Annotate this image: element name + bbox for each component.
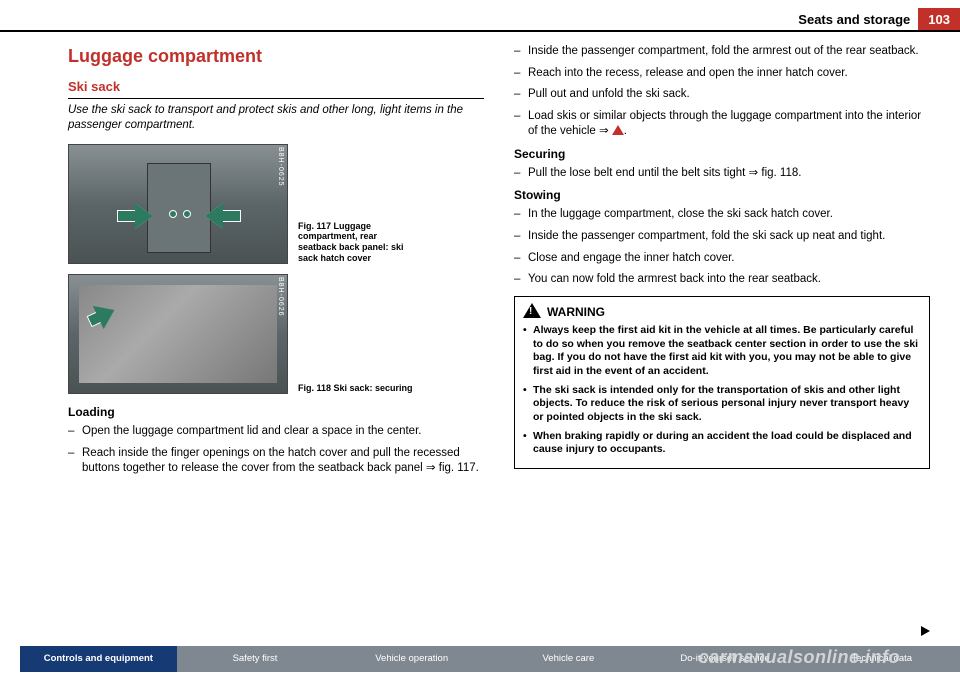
footer-tab-operation[interactable]: Vehicle operation [333, 646, 490, 672]
warning-triangle-icon [523, 303, 541, 318]
footer-tab-safety[interactable]: Safety first [177, 646, 334, 672]
list-item: Pull the lose belt end until the belt si… [514, 166, 930, 182]
securing-list: Pull the lose belt end until the belt si… [514, 166, 930, 182]
figure-117-caption: Fig. 117 Luggage compartment, rear seatb… [298, 221, 418, 264]
list-item: In the luggage compartment, close the sk… [514, 207, 930, 223]
header-rule [0, 30, 960, 32]
list-item-text: Load skis or similar objects through the… [528, 110, 921, 138]
footer-tab-diy[interactable]: Do-it-yourself service [647, 646, 804, 672]
list-item: Reach into the recess, release and open … [514, 66, 930, 82]
warning-item: When braking rapidly or during an accide… [523, 430, 921, 457]
list-item: Open the luggage compartment lid and cle… [68, 424, 484, 440]
warning-item: Always keep the first aid kit in the veh… [523, 324, 921, 379]
left-column: Luggage compartment Ski sack Use the ski… [68, 44, 484, 638]
header-title: Seats and storage [798, 12, 910, 27]
stowing-list: In the luggage compartment, close the sk… [514, 207, 930, 287]
list-item: You can now fold the armrest back into t… [514, 272, 930, 288]
page-number: 103 [918, 8, 960, 31]
arrow-left-icon [205, 203, 241, 229]
arrow-right-icon [117, 203, 153, 229]
list-item: Load skis or similar objects through the… [514, 109, 930, 140]
sub-title: Ski sack [68, 78, 484, 99]
footer-tab-controls[interactable]: Controls and equipment [20, 646, 177, 672]
warning-triangle-icon [612, 125, 624, 135]
figure-118-image: B8H-0626 [68, 274, 288, 394]
top-list: Inside the passenger compartment, fold t… [514, 44, 930, 140]
intro-text: Use the ski sack to transport and protec… [68, 103, 484, 134]
loading-heading: Loading [68, 404, 484, 420]
securing-heading: Securing [514, 146, 930, 162]
image-code: B8H-0626 [276, 277, 285, 317]
warning-title-text: WARNING [547, 305, 605, 319]
section-title: Luggage compartment [68, 44, 484, 68]
stowing-heading: Stowing [514, 187, 930, 203]
right-column: Inside the passenger compartment, fold t… [514, 44, 930, 638]
list-item: Inside the passenger compartment, fold t… [514, 44, 930, 60]
page-header: Seats and storage 103 [798, 8, 960, 31]
warning-title: WARNING [523, 303, 921, 321]
figure-117-image: B8H-0625 [68, 144, 288, 264]
figure-118-row: B8H-0626 Fig. 118 Ski sack: securing [68, 274, 484, 394]
warning-box: WARNING Always keep the first aid kit in… [514, 296, 930, 469]
list-item: Inside the passenger compartment, fold t… [514, 229, 930, 245]
list-item: Pull out and unfold the ski sack. [514, 87, 930, 103]
content-area: Luggage compartment Ski sack Use the ski… [68, 44, 930, 638]
loading-list: Open the luggage compartment lid and cle… [68, 424, 484, 477]
footer-tab-technical[interactable]: Technical data [803, 646, 960, 672]
continue-arrow-icon [921, 626, 930, 636]
footer-tab-care[interactable]: Vehicle care [490, 646, 647, 672]
image-code: B8H-0625 [276, 147, 285, 187]
figure-117-row: B8H-0625 Fig. 117 Luggage compartment, r… [68, 144, 484, 264]
footer-tabs: Controls and equipment Safety first Vehi… [0, 646, 960, 672]
list-item: Reach inside the finger openings on the … [68, 446, 484, 477]
warning-item: The ski sack is intended only for the tr… [523, 384, 921, 425]
list-item: Close and engage the inner hatch cover. [514, 251, 930, 267]
figure-118-caption: Fig. 118 Ski sack: securing [298, 383, 418, 394]
